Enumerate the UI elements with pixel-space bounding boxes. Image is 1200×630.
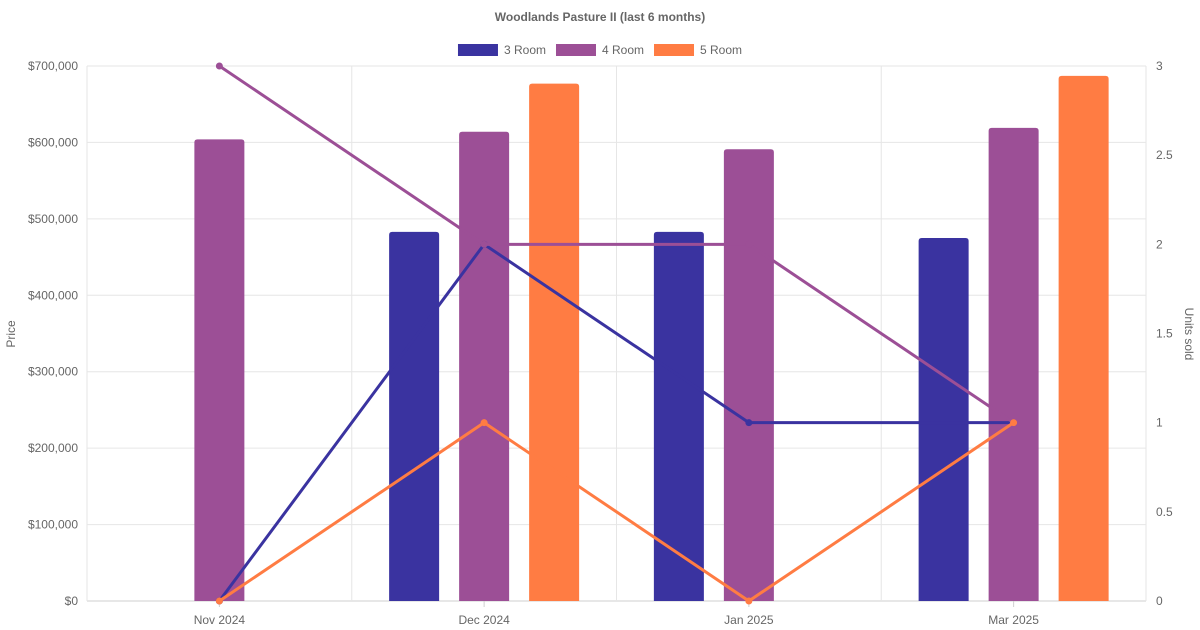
y-left-tick-label: $0	[65, 594, 79, 608]
y-right-tick-label: 2.5	[1156, 148, 1173, 162]
legend-label: 4 Room	[602, 43, 644, 57]
y-axis-right-label: Units sold	[1182, 308, 1196, 361]
legend-label: 3 Room	[504, 43, 546, 57]
bar-4-room[interactable]	[459, 131, 510, 601]
legend-swatch	[654, 44, 695, 56]
x-tick-label: Mar 2025	[988, 613, 1039, 627]
x-tick-label: Dec 2024	[458, 613, 510, 627]
point-4-room[interactable]	[215, 62, 223, 70]
y-left-tick-label: $500,000	[28, 212, 78, 226]
y-axis-left: $0 $100,000 $200,000 $300,000 $400,000 $500,0…	[28, 59, 78, 608]
bar-3-room[interactable]	[389, 231, 440, 601]
legend[interactable]: 3 Room 4 Room 5 Room	[457, 43, 742, 57]
bar-series	[194, 75, 1109, 602]
y-right-tick-label: 0.5	[1156, 505, 1173, 519]
y-right-tick-label: 1	[1156, 416, 1163, 430]
legend-label: 5 Room	[700, 43, 742, 57]
bar-4-room[interactable]	[723, 149, 774, 602]
y-left-tick-label: $600,000	[28, 135, 78, 149]
y-axis-left-label: Price	[4, 320, 18, 348]
point-5-room[interactable]	[1010, 419, 1018, 427]
line-series	[215, 62, 1018, 605]
grid-lines	[86, 65, 1147, 602]
y-left-tick-label: $400,000	[28, 288, 78, 302]
x-tick-label: Nov 2024	[194, 613, 246, 627]
y-right-tick-label: 0	[1156, 594, 1163, 608]
y-left-tick-label: $300,000	[28, 365, 78, 379]
legend-swatch	[457, 44, 498, 56]
x-tick-label: Jan 2025	[724, 613, 774, 627]
y-left-tick-label: $700,000	[28, 59, 78, 73]
point-5-room[interactable]	[215, 597, 223, 605]
bar-5-room[interactable]	[1058, 75, 1109, 601]
x-axis: Nov 2024 Dec 2024 Jan 2025 Mar 2025	[194, 601, 1039, 627]
point-4-room[interactable]	[480, 240, 488, 248]
y-right-tick-label: 3	[1156, 59, 1163, 73]
point-3-room[interactable]	[745, 419, 753, 427]
point-5-room[interactable]	[480, 419, 488, 427]
line-4-room	[218, 64, 1015, 424]
legend-item-3-room[interactable]: 3 Room	[457, 43, 546, 57]
chart-title: Woodlands Pasture II (last 6 months)	[495, 10, 705, 24]
legend-item-5-room[interactable]: 5 Room	[654, 43, 742, 57]
bar-4-room[interactable]	[194, 139, 245, 601]
bar-3-room[interactable]	[918, 237, 969, 601]
y-right-tick-label: 2	[1156, 237, 1163, 251]
bar-3-room[interactable]	[653, 231, 704, 601]
y-left-tick-label: $200,000	[28, 441, 78, 455]
point-4-room[interactable]	[745, 240, 753, 248]
line-3-room	[218, 242, 1014, 602]
bar-5-room[interactable]	[529, 83, 580, 602]
y-right-tick-label: 1.5	[1156, 327, 1173, 341]
y-axis-right: 0 0.5 1 1.5 2 2.5 3	[1156, 59, 1173, 608]
y-left-tick-label: $100,000	[28, 518, 78, 532]
point-5-room[interactable]	[745, 597, 753, 605]
bar-4-room[interactable]	[988, 127, 1039, 602]
line-5-room	[218, 421, 1015, 603]
legend-swatch	[555, 44, 596, 56]
legend-item-4-room[interactable]: 4 Room	[555, 43, 644, 57]
